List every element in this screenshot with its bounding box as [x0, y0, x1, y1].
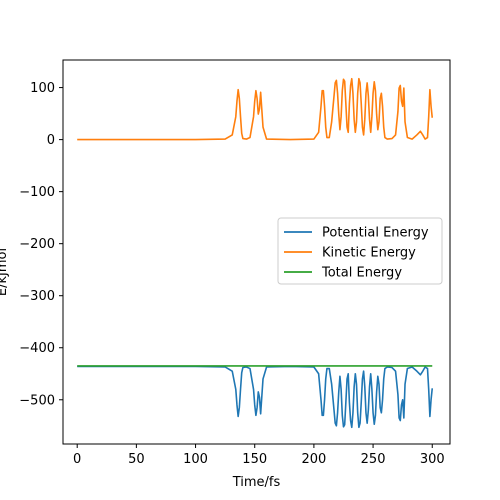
x-tick-label: 200: [301, 452, 326, 467]
x-tick-label: 50: [128, 452, 145, 467]
y-tick-label: −300: [19, 289, 55, 304]
x-tick-label: 0: [73, 452, 81, 467]
legend-box: [277, 217, 443, 285]
series-line-1: [77, 77, 434, 141]
x-tick-label: 250: [361, 452, 386, 467]
x-tick-label: 300: [420, 452, 445, 467]
y-axis-ticks: −500 −400 −300 −200 −100 0 100: [19, 81, 63, 408]
series-line-0: [77, 365, 434, 429]
legend-label: Kinetic Energy: [322, 246, 416, 261]
x-axis-ticks: 0 50 100 150 200 250 300: [73, 444, 445, 467]
y-tick-label: −100: [19, 185, 55, 200]
y-tick-label: −500: [19, 393, 55, 408]
y-tick-label: −400: [19, 341, 55, 356]
legend-label: Total Energy: [321, 266, 402, 281]
legend: Potential Energy Kinetic Energy Total Ener…: [277, 217, 443, 285]
x-axis-label: Time/fs: [232, 475, 281, 490]
x-tick-label: 150: [242, 452, 267, 467]
plot-frame: [62, 59, 451, 445]
plot-lines: [77, 77, 434, 429]
legend-label: Potential Energy: [322, 226, 429, 241]
y-tick-label: 0: [47, 133, 55, 148]
y-axis-label: E/kJmol: [0, 248, 10, 296]
y-tick-label: −200: [19, 237, 55, 252]
y-tick-label: 100: [30, 81, 55, 96]
x-tick-label: 100: [183, 452, 208, 467]
